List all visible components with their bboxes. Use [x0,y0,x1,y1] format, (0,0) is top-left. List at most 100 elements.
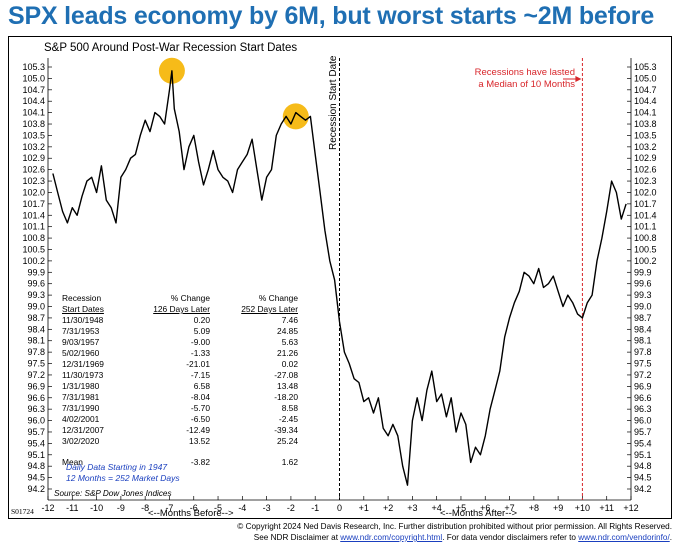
x-tick-label: +11 [599,503,614,513]
stats-252d: 24.85 [277,326,298,336]
stats-252d: -18.20 [274,392,298,402]
chart-frame [8,36,672,519]
x-tick-label: -3 [263,503,271,513]
stats-header-126: % Change 126 Days Later [153,293,210,314]
y-tick-label-right: 97.8 [634,347,652,357]
spx-series-line [52,70,627,486]
stats-date: 12/31/2007 [62,425,104,435]
stats-date: 1/31/1980 [62,381,100,391]
y-tick-label-left: 99.3 [27,290,45,300]
y-tick-label-right: 99.3 [634,290,652,300]
x-tick-label: +6 [480,503,490,513]
y-tick-label-left: 99.0 [27,302,45,312]
x-tick-label: -7 [165,503,173,513]
y-tick-label-right: 98.4 [634,324,652,334]
y-tick-label-right: 97.5 [634,359,652,369]
y-tick-label-left: 104.4 [22,96,45,106]
stats-126d: -21.01 [186,359,210,369]
footer: © Copyright 2024 Ned Davis Research, Inc… [237,521,672,543]
y-tick-label-right: 99.0 [634,302,652,312]
y-tick-label-left: 102.3 [22,176,45,186]
x-tick-label: +9 [553,503,563,513]
stats-252d: 8.58 [281,403,298,413]
stats-126d: -9.00 [190,337,210,347]
x-tick-label: -8 [141,503,149,513]
y-tick-label-left: 98.7 [27,313,45,323]
y-tick-label-left: 95.4 [27,438,45,448]
y-tick-label-right: 97.2 [634,370,652,380]
y-tick-label-left: 97.5 [27,359,45,369]
stats-row: 1/31/1980 6.58 13.48 [62,381,298,392]
x-tick-label: -11 [66,503,78,513]
stats-126d: 6.58 [193,381,210,391]
stats-252d: 7.46 [281,315,298,325]
stats-row: 5/02/1960 -1.33 21.26 [62,348,298,359]
stats-mean-252d: 1.62 [281,457,298,467]
stats-252d: 13.48 [277,381,298,391]
vendorinfo-link[interactable]: www.ndr.com/vendorinfo/ [578,533,670,542]
stats-row: 7/31/1990 -5.70 8.58 [62,403,298,414]
y-tick-label-left: 103.8 [22,119,45,129]
data-note-line2: 12 Months = 252 Market Days [66,473,180,483]
y-tick-label-left: 94.5 [27,473,45,483]
headline: SPX leads economy by 6M, but worst start… [8,2,655,30]
x-tick-label: -4 [238,503,246,513]
stats-126d: -8.04 [190,392,210,402]
y-tick-label-right: 94.2 [634,484,652,494]
x-tick-label: -6 [190,503,198,513]
stats-header-252: % Change 252 Days Later [241,293,298,314]
stats-mean-label: Mean [62,457,83,467]
x-tick-label: +2 [383,503,393,513]
y-tick-label-right: 98.1 [634,336,652,346]
stats-header-row: Recession Start Dates % Change 126 Days La… [62,293,298,315]
y-tick-label-left: 102.9 [22,153,45,163]
y-tick-label-left: 100.5 [22,244,45,254]
copyright-link[interactable]: www.ndr.com/copyright.html [340,533,443,542]
chart-code: S01724 [11,507,34,516]
x-tick-label: +7 [504,503,514,513]
y-tick-label-right: 99.9 [634,267,652,277]
x-tick-label: 0 [337,503,342,513]
stats-252d: -2.45 [278,414,298,424]
source-note: Source: S&P Dow Jones Indices [54,489,172,498]
y-tick-label-left: 96.9 [27,381,45,391]
stats-252d: 5.63 [281,337,298,347]
y-tick-label-right: 102.9 [634,153,657,163]
y-tick-label-right: 104.1 [634,108,657,118]
x-caption-before: <--Months Before--> [148,508,234,519]
y-tick-label-right: 96.6 [634,393,652,403]
y-tick-label-right: 98.7 [634,313,652,323]
stats-row: 4/02/2001 -6.50 -2.45 [62,414,298,425]
data-note-line1: Daily Data Starting in 1947 [66,462,168,472]
x-tick-label: -2 [287,503,295,513]
stats-date: 7/31/1981 [62,392,100,402]
y-tick-label-right: 95.1 [634,450,652,460]
stats-row: 7/31/1981 -8.04 -18.20 [62,392,298,403]
y-tick-label-left: 95.7 [27,427,45,437]
y-tick-label-left: 103.5 [22,130,45,140]
y-tick-label-right: 100.5 [634,244,657,254]
stats-252d: 0.02 [281,359,298,369]
y-tick-label-left: 100.8 [22,233,45,243]
x-tick-label: -1 [311,503,319,513]
y-tick-label-right: 102.0 [634,187,657,197]
stats-126d: 0.20 [193,315,210,325]
x-tick-label: +12 [623,503,638,513]
stats-126d: 13.52 [189,436,210,446]
y-tick-label-right: 104.7 [634,85,657,95]
y-tick-label-right: 105.3 [634,62,657,72]
stats-row: 9/03/1957 -9.00 5.63 [62,337,298,348]
y-tick-label-right: 100.8 [634,233,657,243]
stats-row: 3/02/2020 13.52 25.24 [62,436,298,447]
stats-date: 11/30/1973 [62,370,104,380]
stats-126d: -5.70 [190,403,210,413]
stats-row: 7/31/1953 5.09 24.85 [62,326,298,337]
y-tick-label-left: 96.0 [27,416,45,426]
data-note: Daily Data Starting in 1947 12 Months = … [66,462,180,484]
y-tick-label-right: 95.4 [634,438,652,448]
x-tick-label: -9 [117,503,125,513]
x-tick-label: -12 [41,503,54,513]
x-tick-label: +1 [359,503,369,513]
y-tick-label-right: 101.1 [634,222,657,232]
